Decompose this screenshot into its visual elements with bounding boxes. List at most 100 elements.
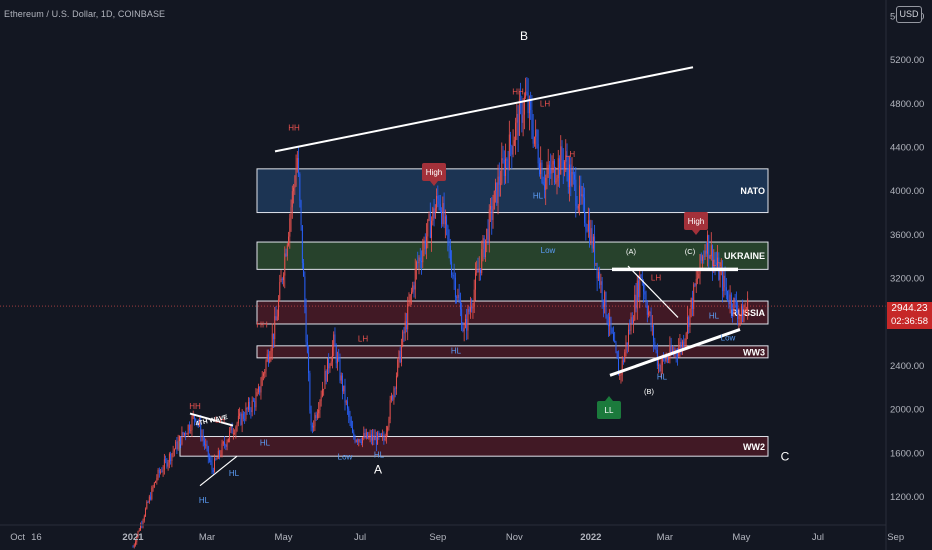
candle-body xyxy=(686,317,688,334)
candle-body xyxy=(712,245,713,269)
price-tick: 1200.00 xyxy=(890,492,924,503)
candle-body xyxy=(263,373,264,376)
candle-body xyxy=(734,297,736,301)
candle-body xyxy=(510,134,512,146)
candle-body xyxy=(384,438,386,441)
candle-body xyxy=(232,433,234,435)
candle-body xyxy=(491,205,493,220)
candle-body xyxy=(330,361,332,366)
candle-body xyxy=(400,345,402,362)
candle-body xyxy=(360,441,362,443)
candle-body xyxy=(710,245,712,257)
candle-body xyxy=(737,310,739,320)
candle-body xyxy=(454,277,456,298)
time-tick: May xyxy=(732,532,750,543)
candle-body xyxy=(747,298,749,310)
candle-body xyxy=(511,145,513,155)
zone-label-ukraine: UKRAINE xyxy=(724,251,765,261)
candle-body xyxy=(323,388,325,390)
candle-body xyxy=(156,477,158,482)
candle-body xyxy=(429,214,431,238)
candle-body xyxy=(259,386,261,393)
candle-body xyxy=(242,413,244,419)
currency-button[interactable]: USD xyxy=(896,6,922,23)
candle-body xyxy=(446,216,448,226)
candle-body xyxy=(308,352,310,374)
candle-body xyxy=(299,173,301,201)
candle-body xyxy=(224,442,226,445)
candle-body xyxy=(493,190,495,210)
candle-body xyxy=(457,294,459,298)
hh-label: HH xyxy=(288,124,300,133)
candle-body xyxy=(654,341,656,346)
candle-body xyxy=(506,158,508,161)
symbol-title[interactable]: Ethereum / U.S. Dollar, 1D, COINBASE xyxy=(4,9,166,19)
lh-label: LH xyxy=(651,273,661,282)
candle-body xyxy=(209,457,210,461)
candle-body xyxy=(595,263,597,264)
candle-body xyxy=(717,257,719,266)
candle-body xyxy=(451,261,453,275)
candle-body xyxy=(468,309,470,312)
candle-body xyxy=(449,245,451,262)
candle-body xyxy=(625,342,627,353)
candle-body xyxy=(289,218,291,237)
candle-body xyxy=(331,347,333,362)
ll-badge-text: LL xyxy=(605,406,614,415)
candle-body xyxy=(557,158,559,179)
candle-body xyxy=(325,370,327,382)
candle-body xyxy=(636,280,638,309)
candle-body xyxy=(631,317,633,325)
candle-body xyxy=(229,430,231,439)
candle-body xyxy=(466,319,468,331)
candle-body xyxy=(549,164,550,170)
trendlines-layer xyxy=(189,66,741,487)
candle-body xyxy=(268,354,269,363)
candle-body xyxy=(531,110,533,130)
candle-body xyxy=(423,240,425,251)
candle-body xyxy=(516,113,518,123)
candle-body xyxy=(152,486,154,488)
candle-body xyxy=(217,450,219,459)
candle-body xyxy=(241,413,243,425)
candle-body xyxy=(574,174,575,180)
candle-body xyxy=(167,462,169,467)
candle-body xyxy=(398,351,400,360)
candle-body xyxy=(480,268,481,273)
candle-body xyxy=(681,341,683,350)
candle-body xyxy=(363,433,365,438)
candle-body xyxy=(533,136,535,144)
candle-body xyxy=(394,388,396,390)
candle-body xyxy=(719,270,721,280)
candle-body xyxy=(596,263,598,279)
candle-body xyxy=(739,314,741,316)
candle-body xyxy=(556,178,558,182)
candle-body xyxy=(180,436,182,445)
candle-body xyxy=(462,329,464,332)
candle-body xyxy=(343,385,345,392)
candle-body xyxy=(190,429,192,431)
candle-body xyxy=(481,249,483,273)
candle-body xyxy=(340,375,342,381)
candle-body xyxy=(155,481,157,483)
candle-body xyxy=(311,425,313,428)
candle-body xyxy=(500,183,501,185)
candle-body xyxy=(345,401,347,403)
candle-body xyxy=(306,342,308,353)
candle-body xyxy=(414,268,416,290)
candle-body xyxy=(316,413,318,418)
candle-body xyxy=(300,200,302,226)
candle-body xyxy=(365,432,367,438)
candle-body xyxy=(447,225,449,240)
candle-body xyxy=(551,164,553,174)
candle-body xyxy=(439,204,441,211)
candle-body xyxy=(512,145,514,155)
candle-body xyxy=(334,334,336,347)
candle-body xyxy=(196,421,198,422)
hl-label: HL xyxy=(451,346,462,355)
candle-body xyxy=(478,268,480,273)
candle-body xyxy=(315,415,317,418)
candle-body xyxy=(413,285,415,290)
candle-body xyxy=(265,361,267,372)
